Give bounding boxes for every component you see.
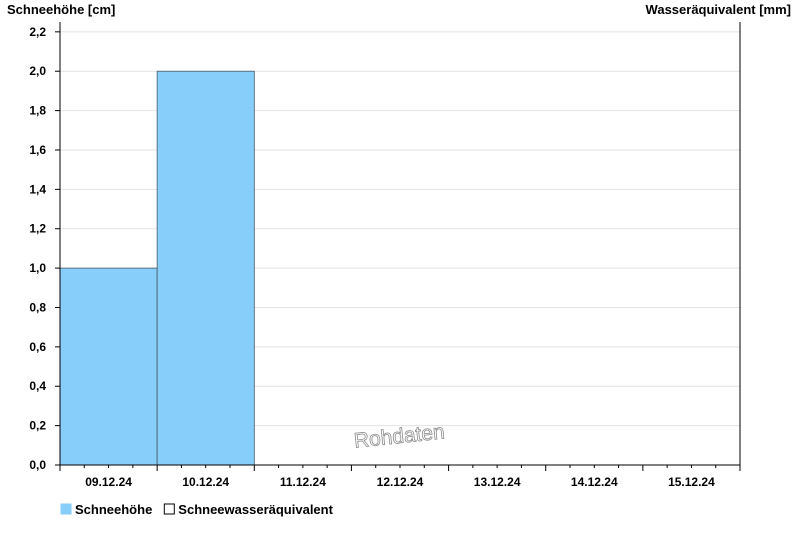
y-tick-label: 1,4 [29,182,46,196]
y-tick-label: 2,0 [29,64,46,78]
x-tick-label: 10.12.24 [182,475,229,489]
y-tick-label: 1,6 [29,143,46,157]
x-tick-label: 11.12.24 [280,475,326,489]
y-tick-label: 2,2 [29,25,46,39]
legend-label-schneewasseräquivalent: Schneewasseräquivalent [178,502,333,517]
x-tick-label: 09.12.24 [85,475,132,489]
y-tick-label: 1,2 [29,222,46,236]
axes [55,22,741,471]
left-axis-title: Schneehöhe [cm] [7,2,115,17]
y-tick-label: 0,0 [29,458,46,472]
x-tick-labels: 09.12.24 10.12.24 11.12.24 12.12.24 13.12.24… [85,475,715,489]
x-tick-label: 12.12.24 [377,475,424,489]
y-tick-label: 0,6 [29,340,46,354]
x-tick-label: 14.12.24 [571,475,618,489]
y-tick-labels: 0,0 0,2 0,4 0,6 0,8 1,0 1,2 1,4 1,6 1,8 2,0 2,2 [29,25,46,472]
y-tick-label: 0,2 [29,419,46,433]
bars [59,70,255,466]
legend-swatch-schneewasseräquivalent [163,503,175,515]
right-axis-title: Wasseräquivalent [mm] [646,2,791,17]
y-tick-label: 1,8 [29,104,46,118]
x-tick-label: 15.12.24 [668,475,715,489]
x-tick-label: 13.12.24 [474,475,521,489]
y-tick-label: 0,8 [29,300,46,314]
y-tick-label: 0,4 [29,379,46,393]
legend: Schneehöhe Schneewasseräquivalent [60,502,334,517]
legend-swatch-schneehöhe [60,503,72,515]
bar-schneehöhe-10.12.24 [156,70,255,466]
bar-schneehöhe-09.12.24 [59,267,158,466]
y-tick-label: 1,0 [29,261,46,275]
legend-label-schneehöhe: Schneehöhe [75,502,152,517]
